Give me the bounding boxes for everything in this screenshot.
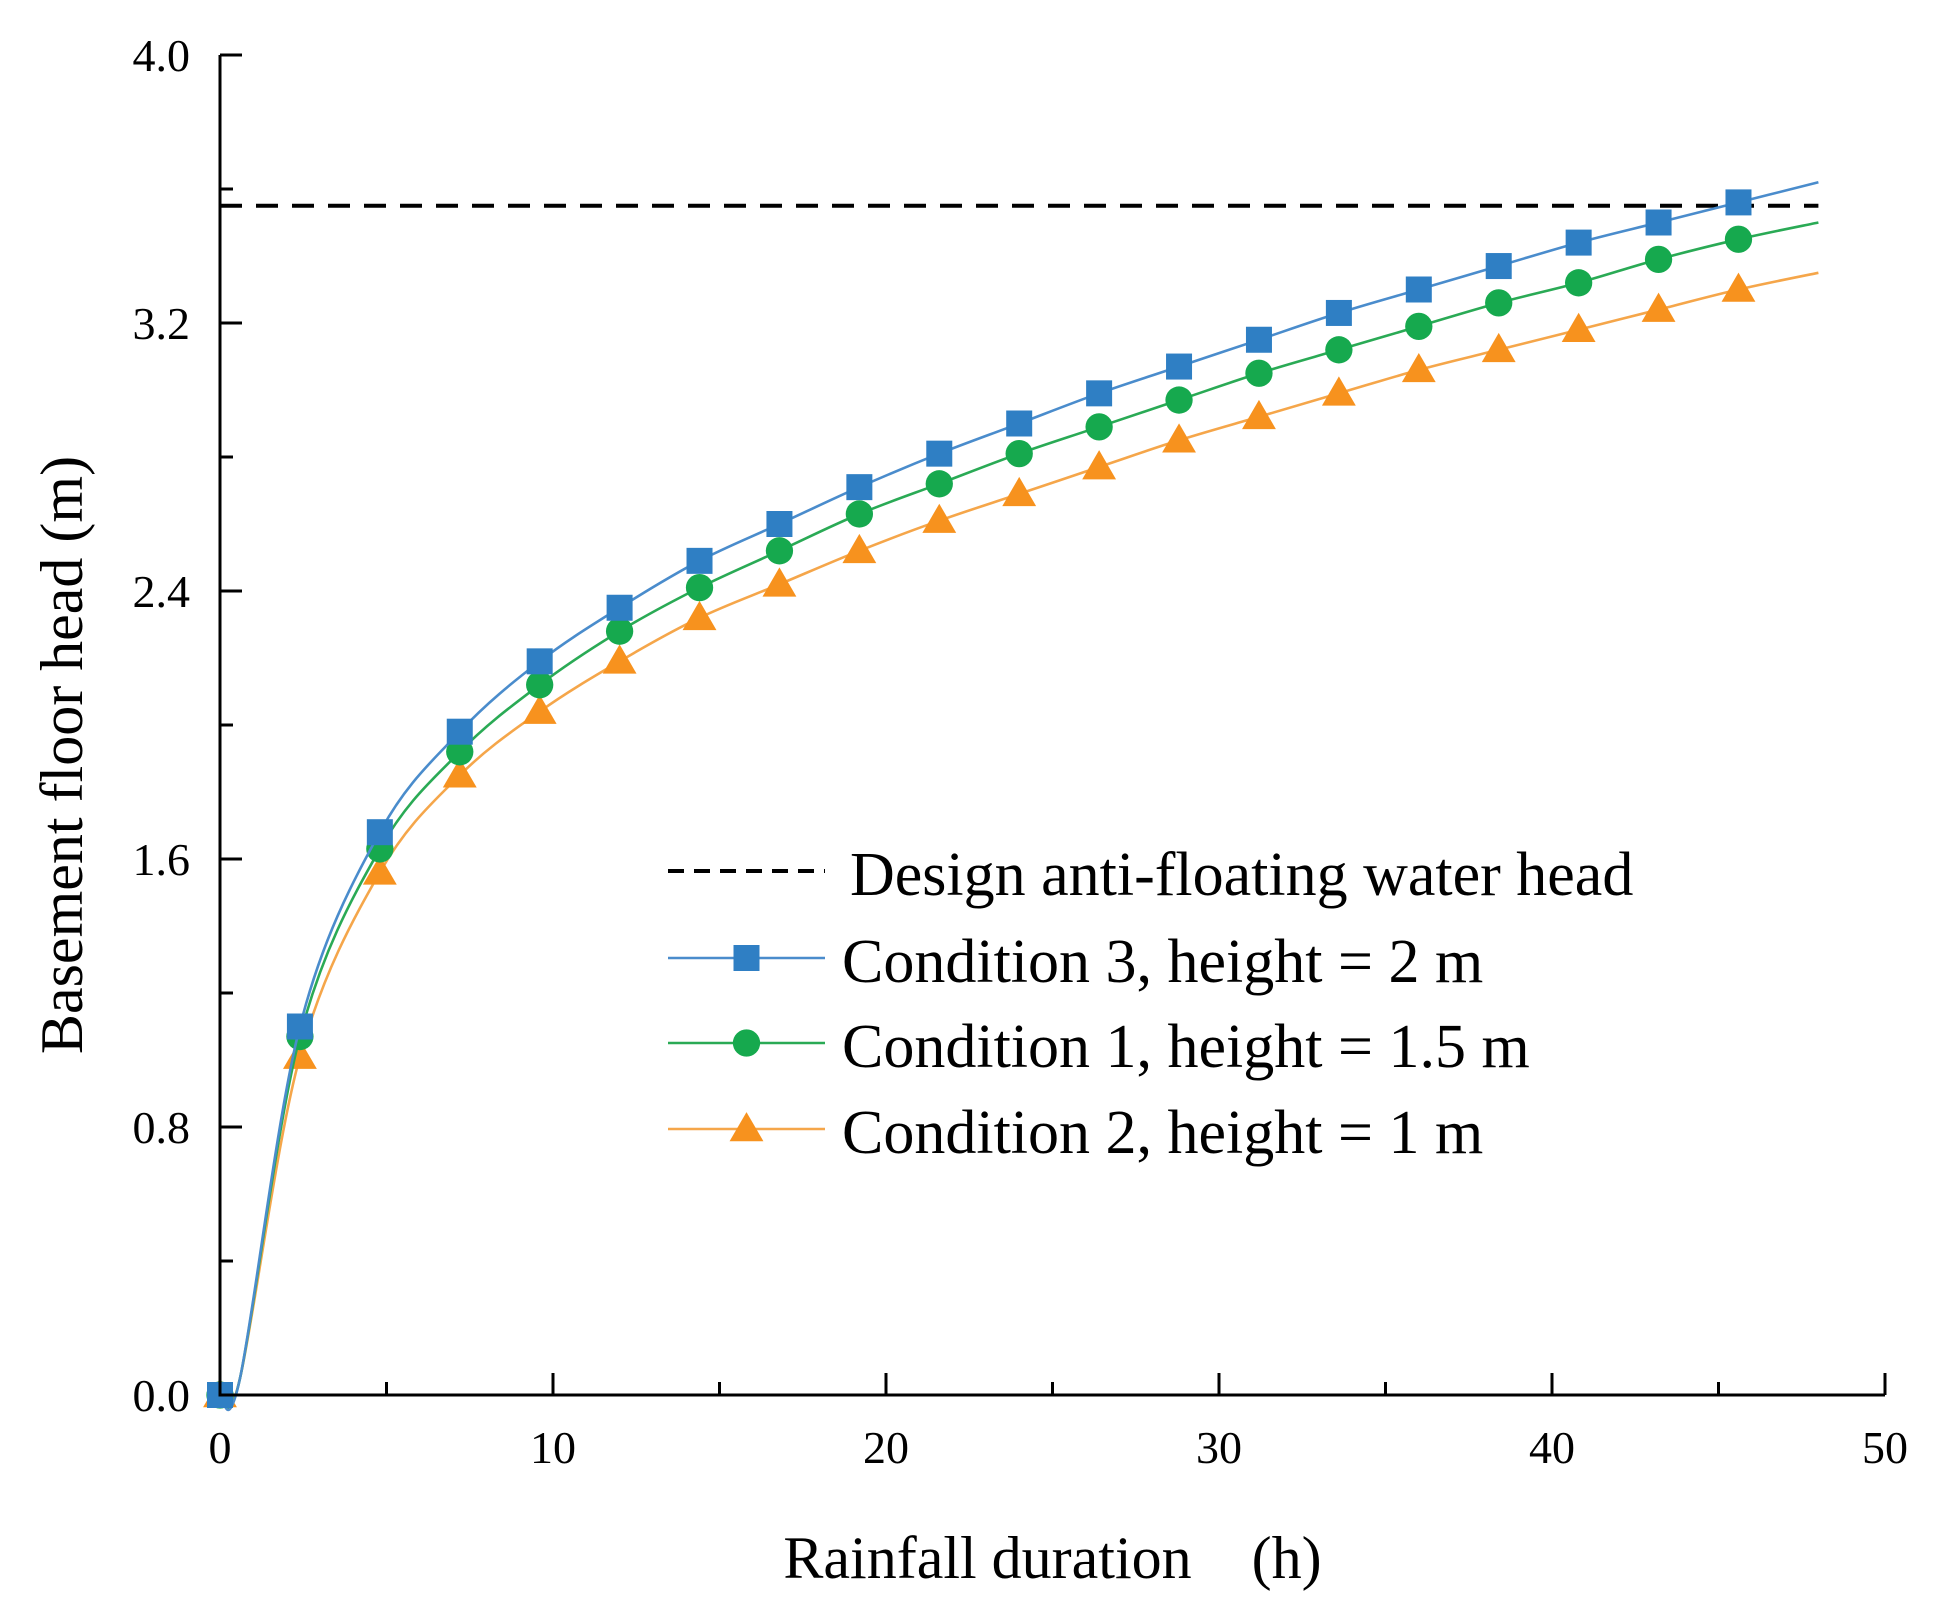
data-point bbox=[922, 503, 957, 533]
legend-label: Condition 2, height = 1 m bbox=[842, 1099, 1483, 1167]
x-tick-label: 50 bbox=[1862, 1422, 1908, 1473]
legend: Design anti-floating water head Conditio… bbox=[668, 841, 1633, 1167]
data-point bbox=[766, 511, 793, 537]
data-point bbox=[682, 600, 717, 631]
data-point bbox=[1481, 332, 1516, 363]
y-axis-title: Basement floor head (m) bbox=[29, 456, 95, 1054]
data-point bbox=[762, 567, 797, 597]
data-point bbox=[845, 500, 874, 528]
data-point bbox=[522, 694, 557, 724]
x-axis-title: Rainfall duration (h) bbox=[783, 1525, 1321, 1591]
data-point bbox=[526, 648, 553, 675]
axes: 0 10 20 30 40 50 0.0 0.8 1.6 2.4 3.2 4.0 bbox=[133, 30, 1909, 1473]
data-point bbox=[1721, 272, 1756, 302]
data-point bbox=[286, 1013, 313, 1040]
data-point bbox=[1565, 229, 1592, 256]
data-point bbox=[366, 819, 393, 846]
data-point bbox=[1005, 440, 1033, 468]
legend-item-condition-3: Condition 3, height = 2 m bbox=[668, 928, 1483, 996]
data-point bbox=[1325, 299, 1352, 326]
data-point bbox=[1165, 386, 1193, 414]
x-tick-label: 20 bbox=[863, 1422, 909, 1473]
data-point bbox=[925, 470, 953, 498]
legend-swatch-marker bbox=[729, 1112, 764, 1142]
legend-swatch-marker bbox=[733, 945, 760, 971]
data-point bbox=[1405, 312, 1433, 340]
data-point bbox=[926, 440, 953, 467]
data-point bbox=[446, 718, 473, 745]
data-point bbox=[842, 533, 877, 564]
x-tick-label: 40 bbox=[1529, 1422, 1575, 1473]
data-point bbox=[686, 547, 713, 574]
data-point bbox=[1242, 399, 1276, 430]
legend-label: Condition 1, height = 1.5 m bbox=[842, 1013, 1530, 1081]
data-point bbox=[765, 537, 794, 565]
data-point bbox=[1644, 245, 1673, 273]
data-point bbox=[1325, 336, 1353, 364]
data-point bbox=[846, 474, 873, 501]
data-point bbox=[1245, 326, 1272, 353]
legend-label: Condition 3, height = 2 m bbox=[842, 928, 1483, 996]
data-point bbox=[1086, 380, 1113, 407]
x-tick-label: 30 bbox=[1196, 1422, 1242, 1473]
x-tick-label: 10 bbox=[530, 1422, 576, 1473]
series-triangle bbox=[203, 271, 1819, 1409]
data-point bbox=[1082, 450, 1117, 480]
data-point bbox=[1645, 209, 1672, 236]
legend-item-condition-2: Condition 2, height = 1 m bbox=[668, 1099, 1483, 1167]
data-point bbox=[526, 671, 554, 699]
data-point bbox=[602, 644, 637, 674]
data-point bbox=[1166, 353, 1193, 380]
series-line bbox=[218, 181, 1819, 1412]
legend-item-condition-1: Condition 1, height = 1.5 m bbox=[668, 1013, 1530, 1081]
data-point bbox=[605, 617, 634, 645]
legend-item-design-head: Design anti-floating water head bbox=[668, 841, 1633, 909]
series-square bbox=[207, 181, 1819, 1412]
data-point bbox=[606, 594, 633, 621]
y-tick-label: 4.0 bbox=[133, 30, 191, 81]
plot-area bbox=[203, 181, 1819, 1412]
data-point bbox=[1725, 189, 1752, 216]
data-point bbox=[685, 574, 714, 602]
data-point bbox=[1401, 352, 1436, 383]
series-line bbox=[218, 221, 1819, 1411]
data-point bbox=[1485, 289, 1513, 317]
y-tick-label: 3.2 bbox=[133, 298, 191, 349]
data-point bbox=[1085, 413, 1113, 441]
x-tick-label: 0 bbox=[209, 1422, 232, 1473]
data-point bbox=[1564, 269, 1593, 297]
data-point bbox=[1002, 476, 1037, 507]
data-point bbox=[1641, 292, 1676, 322]
data-point bbox=[1162, 423, 1196, 453]
y-tick-label: 2.4 bbox=[133, 566, 191, 617]
series-circle bbox=[206, 221, 1819, 1411]
data-point bbox=[1724, 225, 1753, 253]
data-point bbox=[362, 855, 397, 885]
data-point bbox=[1405, 276, 1432, 303]
data-point bbox=[442, 758, 477, 788]
legend-swatch-marker bbox=[732, 1029, 761, 1057]
data-point bbox=[1321, 376, 1356, 406]
y-tick-label: 0.0 bbox=[133, 1370, 191, 1421]
series-line bbox=[218, 271, 1819, 1409]
data-point bbox=[1245, 359, 1273, 387]
legend-label: Design anti-floating water head bbox=[850, 841, 1633, 909]
y-tick-label: 1.6 bbox=[133, 834, 191, 885]
y-tick-label: 0.8 bbox=[133, 1102, 191, 1153]
data-point bbox=[1561, 312, 1596, 342]
data-point bbox=[1485, 253, 1512, 280]
data-point bbox=[446, 738, 474, 766]
data-point bbox=[1006, 410, 1033, 437]
